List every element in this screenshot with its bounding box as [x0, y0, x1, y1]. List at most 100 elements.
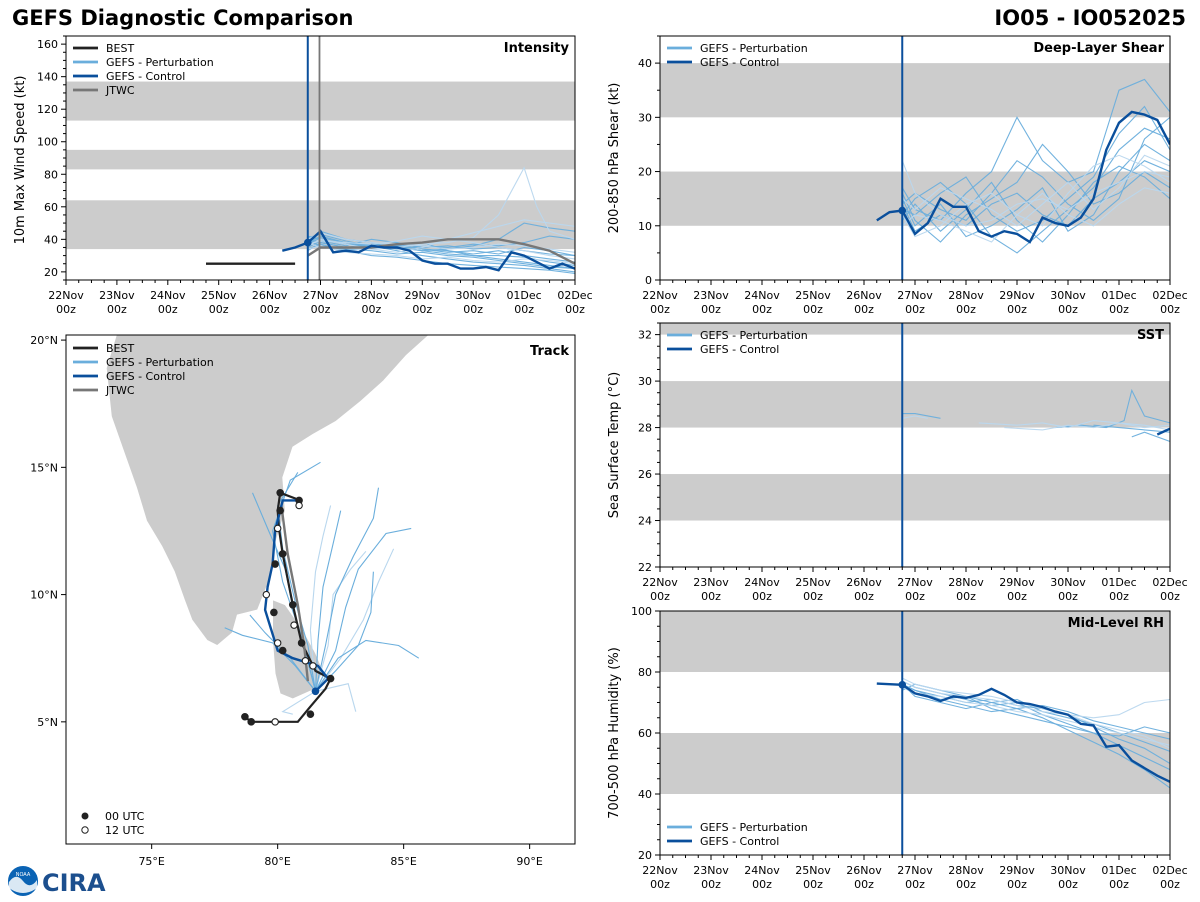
shear-y-tick-label: 30	[638, 111, 652, 124]
utc00-legend-marker	[81, 812, 89, 820]
intensity-x-tick-label: 22Nov	[48, 289, 84, 302]
sst-perturbation-member-0	[902, 413, 941, 419]
rh-x-tick-label: 00z	[956, 878, 976, 891]
sst-x-tick-label: 00z	[650, 590, 670, 603]
sst-perturbation-member-1	[1055, 388, 1170, 429]
sst-x-tick-label: 26Nov	[846, 576, 882, 589]
shear-x-tick-label: 22Nov	[642, 289, 678, 302]
perturbation-track-2	[315, 639, 420, 692]
intensity-y-tick-label: 20	[44, 266, 58, 279]
sst-panel-title: SST	[1137, 328, 1164, 343]
intensity-panel-title: Intensity	[504, 41, 570, 56]
best-00utc-marker-0	[241, 712, 249, 721]
sst-light-member-2	[1004, 422, 1170, 431]
shear-light-member-0	[901, 160, 1170, 227]
sst-y-tick-label: 32	[638, 329, 652, 342]
rh-x-tick-label: 00z	[1007, 878, 1027, 891]
shear-x-tick-label: 00z	[1109, 303, 1129, 316]
rh-legend-label-0: GEFS - Perturbation	[700, 821, 808, 834]
sst-x-tick-label: 29Nov	[999, 576, 1035, 589]
rh-x-tick-label: 26Nov	[846, 864, 882, 877]
intensity-band-2	[66, 81, 575, 121]
intensity-y-axis-label: 10m Max Wind Speed (kt)	[13, 76, 28, 245]
rh-x-tick-label: 22Nov	[642, 864, 678, 877]
shear-panel-title: Deep-Layer Shear	[1033, 41, 1164, 56]
shear-legend-label-1: GEFS - Control	[700, 56, 779, 69]
intensity-y-tick-label: 120	[37, 103, 58, 116]
best-00utc-marker-9	[276, 488, 284, 497]
intensity-y-tick-label: 140	[37, 71, 58, 84]
intensity-y-tick-label: 60	[44, 201, 58, 214]
sst-perturbation-member-3	[1131, 431, 1170, 443]
shear-x-tick-label: 26Nov	[846, 289, 882, 302]
noaa-badge-text: NOAA	[16, 872, 31, 878]
sst-x-tick-label: 30Nov	[1050, 576, 1086, 589]
intensity-x-tick-label: 24Nov	[150, 289, 186, 302]
track-legend-label-1: GEFS - Perturbation	[106, 356, 214, 369]
shear-y-tick-label: 0	[645, 274, 652, 287]
rh-x-tick-label: 00z	[1109, 878, 1129, 891]
shear-control-line	[876, 110, 1170, 244]
sst-x-tick-label: 00z	[956, 590, 976, 603]
best-12utc-marker-7	[309, 662, 317, 670]
rh-y-tick-label: 40	[638, 788, 652, 801]
shear-x-tick-label: 02Dec	[1152, 289, 1187, 302]
sst-y-tick-label: 26	[638, 468, 652, 481]
cira-logo-text: CIRA	[42, 869, 106, 897]
track-y-tick-label: 10°N	[30, 589, 58, 602]
best-12utc-marker-6	[301, 657, 310, 665]
light-track-1	[314, 550, 367, 692]
rh-band-1	[660, 611, 1170, 672]
shear-x-tick-label: 00z	[752, 303, 772, 316]
intensity-x-tick-label: 26Nov	[252, 289, 288, 302]
rh-plot-area	[660, 611, 1170, 855]
intensity-x-tick-label: 28Nov	[354, 289, 390, 302]
shear-x-tick-label: 00z	[905, 303, 925, 316]
control-track-line	[263, 499, 330, 693]
sst-x-tick-label: 23Nov	[693, 576, 729, 589]
rh-panel-title: Mid-Level RH	[1068, 616, 1164, 631]
rh-x-tick-label: 00z	[1058, 878, 1078, 891]
rh-x-tick-label: 00z	[650, 878, 670, 891]
rh-x-tick-label: 24Nov	[744, 864, 780, 877]
shear-x-tick-label: 28Nov	[948, 289, 984, 302]
intensity-y-tick-label: 40	[44, 233, 58, 246]
rh-x-tick-label: 27Nov	[897, 864, 933, 877]
track-legend-label-0: BEST	[106, 342, 134, 355]
light-track-0	[315, 548, 395, 692]
track-plot-area	[66, 335, 430, 726]
rh-x-tick-label: 00z	[752, 878, 772, 891]
track-frame	[65, 334, 576, 845]
intensity-x-tick-label: 01Dec	[506, 289, 541, 302]
best-12utc-marker-1	[273, 639, 282, 647]
shear-perturbation-member-4	[902, 105, 1170, 232]
shear-x-tick-label: 00z	[803, 303, 823, 316]
intensity-light-member-4	[307, 235, 575, 260]
shear-plot-area	[660, 36, 1170, 280]
shear-light-member-2	[901, 154, 1170, 227]
shear-y-tick-label: 40	[638, 57, 652, 70]
shear-legend-label-0: GEFS - Perturbation	[700, 42, 808, 55]
sst-x-tick-label: 00z	[1058, 590, 1078, 603]
sst-x-tick-label: 25Nov	[795, 576, 831, 589]
sst-x-tick-label: 01Dec	[1101, 576, 1136, 589]
intensity-x-tick-label: 27Nov	[303, 289, 339, 302]
intensity-plot-area	[66, 36, 575, 280]
rh-x-tick-label: 00z	[803, 878, 823, 891]
intensity-x-tick-label: 00z	[412, 303, 432, 316]
light-track-2	[309, 505, 332, 692]
sst-band-0	[660, 474, 1170, 521]
best-12utc-marker-0	[271, 718, 279, 726]
land-mass-0	[66, 335, 430, 646]
intensity-x-tick-label: 29Nov	[405, 289, 441, 302]
shear-x-tick-label: 01Dec	[1101, 289, 1136, 302]
track-y-tick-label: 5°N	[37, 716, 58, 729]
shear-x-tick-label: 00z	[956, 303, 976, 316]
track-x-tick-label: 80°E	[264, 855, 290, 868]
intensity-x-tick-label: 02Dec	[557, 289, 592, 302]
sst-x-tick-label: 00z	[1160, 590, 1180, 603]
shear-x-tick-label: 23Nov	[693, 289, 729, 302]
best-00utc-marker-11	[326, 674, 335, 683]
best-00utc-marker-8	[276, 506, 284, 515]
sst-y-tick-label: 30	[638, 375, 652, 388]
